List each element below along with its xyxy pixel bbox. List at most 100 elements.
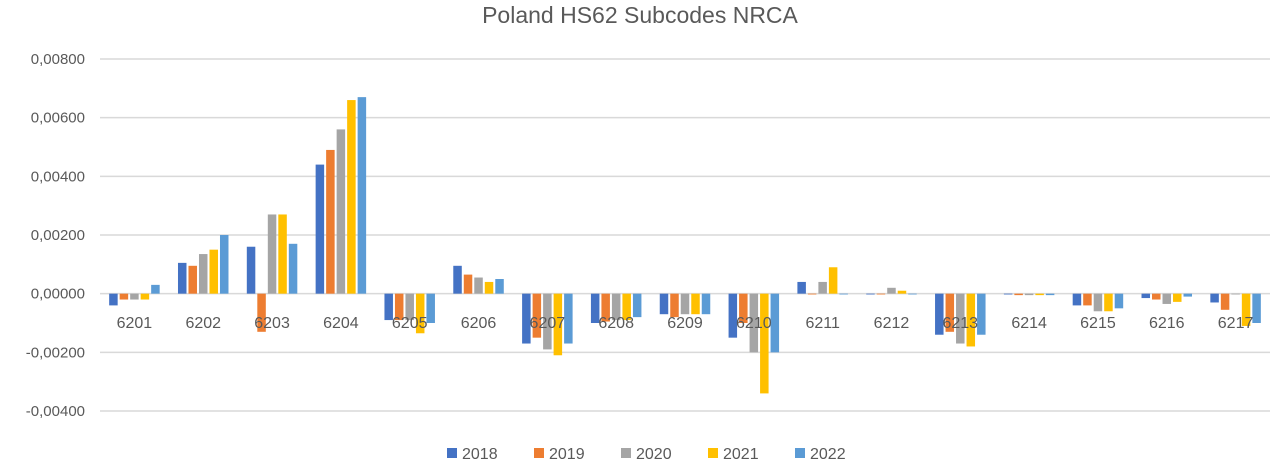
- y-tick-label: 0,00200: [31, 227, 85, 244]
- bar-2022-6204: [357, 97, 367, 294]
- legend-swatch-2018: [447, 448, 457, 458]
- bar-2019-6202: [188, 265, 197, 294]
- bar-2019-6214: [1014, 293, 1023, 296]
- x-tick-label: 6210: [736, 315, 772, 332]
- bar-2018-6210: [728, 293, 738, 338]
- bar-2019-6203: [257, 293, 266, 332]
- x-tick-label: 6213: [942, 315, 978, 332]
- bar-2018-6214: [1003, 293, 1013, 295]
- bar-2018-6205: [384, 293, 393, 321]
- chart-title: Poland HS62 Subcodes NRCA: [482, 2, 798, 28]
- bar-2019-6213: [945, 293, 955, 332]
- x-tick-label: 6217: [1218, 315, 1254, 332]
- legend-swatch-2019: [534, 448, 544, 458]
- y-tick-label: -0,00400: [26, 403, 85, 420]
- bar-2021-6217: [1241, 293, 1251, 326]
- bar-2018-6207: [522, 293, 531, 344]
- bar-2022-6211: [839, 293, 848, 295]
- bar-2022-6209: [701, 293, 711, 315]
- bar-2021-6208: [622, 293, 631, 321]
- bar-2020-6217: [1231, 293, 1240, 295]
- x-tick-label: 6201: [117, 315, 153, 332]
- bar-2019-6205: [394, 293, 404, 321]
- x-tick-label: 6205: [392, 315, 428, 332]
- y-tick-label: 0,00600: [31, 110, 85, 127]
- bar-2022-6216: [1183, 293, 1193, 297]
- bar-2018-6208: [590, 293, 600, 323]
- bar-2020-6216: [1162, 293, 1172, 304]
- bar-2021-6207: [553, 293, 563, 356]
- x-tick-label: 6203: [254, 315, 290, 332]
- bar-2020-6210: [749, 293, 759, 353]
- bar-2021-6213: [966, 293, 976, 347]
- bar-2022-6215: [1114, 293, 1124, 309]
- bar-2022-6217: [1252, 293, 1261, 323]
- bar-2022-6214: [1045, 293, 1055, 296]
- legend-label-2019: 2019: [549, 446, 585, 463]
- bar-2018-6215: [1072, 293, 1082, 306]
- bar-2020-6202: [198, 254, 208, 294]
- bar-2020-6215: [1093, 293, 1103, 312]
- x-tick-label: 6204: [323, 315, 359, 332]
- bar-2021-6201: [140, 293, 150, 300]
- bar-2022-6208: [632, 293, 642, 318]
- y-tick-label: -0,00200: [26, 344, 85, 361]
- bar-2020-6201: [130, 293, 139, 300]
- bar-2021-6209: [691, 293, 700, 315]
- bar-2021-6202: [209, 249, 218, 294]
- bar-2020-6211: [818, 281, 827, 294]
- x-tick-label: 6202: [185, 315, 221, 332]
- bar-2019-6211: [807, 293, 817, 295]
- bar-2019-6216: [1152, 293, 1161, 300]
- bar-2021-6210: [760, 293, 769, 394]
- x-tick-label: 6212: [874, 315, 910, 332]
- bar-2018-6201: [109, 293, 118, 306]
- x-tick-label: 6207: [530, 315, 566, 332]
- x-tick-label: 6215: [1080, 315, 1116, 332]
- y-tick-label: 0,00800: [31, 51, 85, 68]
- bar-2022-6203: [288, 243, 298, 294]
- bar-2019-6208: [601, 293, 610, 322]
- x-tick-label: 6206: [461, 315, 497, 332]
- bar-2019-6206: [463, 274, 473, 294]
- bar-2022-6210: [770, 293, 780, 353]
- bar-2020-6214: [1024, 293, 1034, 296]
- bar-2018-6217: [1210, 293, 1219, 303]
- bar-2019-6204: [326, 149, 335, 294]
- bar-2019-6201: [119, 293, 129, 300]
- bar-2020-6203: [267, 214, 277, 294]
- bar-2021-6215: [1104, 293, 1113, 312]
- bar-2022-6206: [495, 279, 504, 294]
- bar-2021-6211: [828, 267, 838, 294]
- bar-2021-6204: [347, 100, 356, 294]
- bar-2020-6208: [611, 293, 621, 321]
- bar-2022-6207: [564, 293, 573, 344]
- bar-2020-6213: [956, 293, 965, 344]
- legend-label-2022: 2022: [810, 446, 846, 463]
- legend-swatch-2020: [621, 448, 631, 458]
- bar-2018-6212: [866, 293, 875, 295]
- bar-2018-6213: [935, 293, 944, 335]
- bar-2020-6209: [680, 293, 690, 315]
- x-tick-label: 6214: [1011, 315, 1047, 332]
- bar-2020-6205: [405, 293, 414, 321]
- bar-2018-6206: [453, 265, 462, 294]
- bar-2019-6217: [1220, 293, 1230, 310]
- legend-label-2021: 2021: [723, 446, 759, 463]
- bar-2020-6207: [543, 293, 552, 350]
- bar-2021-6205: [415, 293, 425, 334]
- bar-2019-6215: [1083, 293, 1092, 306]
- legend-swatch-2022: [795, 448, 805, 458]
- bar-2018-6209: [659, 293, 669, 315]
- bar-2021-6216: [1173, 293, 1182, 302]
- bar-2018-6202: [177, 262, 187, 294]
- bar-2019-6207: [532, 293, 542, 338]
- y-tick-label: 0,00000: [31, 286, 85, 303]
- bar-2020-6204: [336, 129, 346, 294]
- x-tick-label: 6216: [1149, 315, 1185, 332]
- bar-2022-6213: [977, 293, 986, 335]
- bar-2018-6203: [246, 246, 256, 294]
- bar-2020-6206: [474, 277, 483, 294]
